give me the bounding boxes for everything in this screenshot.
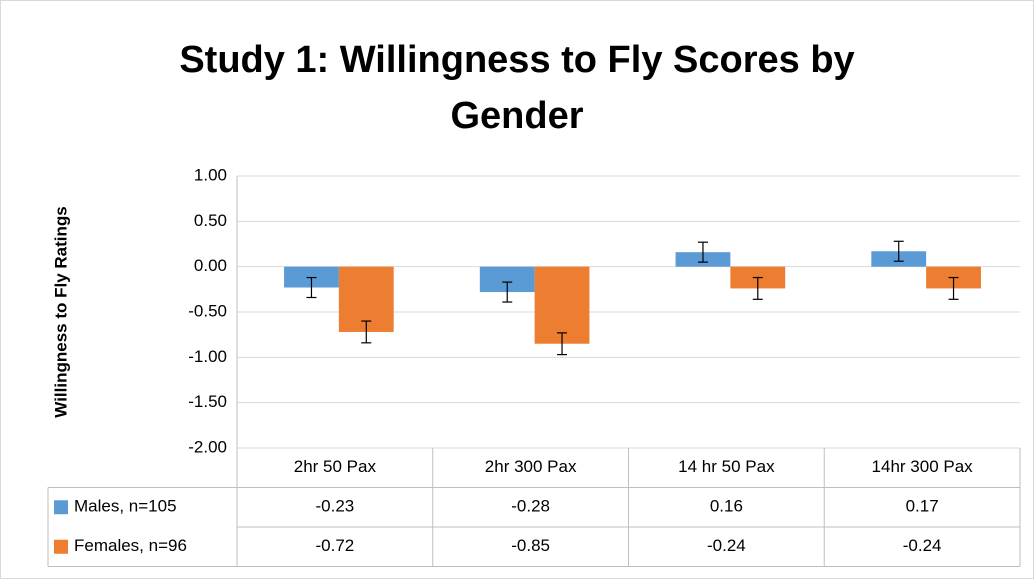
chart-title: Study 1: Willingness to Fly Scores by (179, 39, 854, 81)
y-tick-label: 1.00 (194, 165, 227, 184)
table-value: -0.23 (316, 497, 355, 516)
legend-key (54, 539, 68, 554)
chart-title: Gender (450, 95, 583, 137)
legend-label: Females, n=96 (74, 536, 187, 555)
y-tick-label: -1.00 (188, 347, 227, 366)
legend-key (54, 500, 68, 515)
table-value: 0.16 (710, 497, 743, 516)
y-tick-label: -0.50 (188, 301, 227, 320)
table-value: -0.24 (903, 536, 942, 555)
table-value: -0.85 (511, 536, 550, 555)
table-value: 0.17 (906, 497, 939, 516)
x-tick-label: 2hr 300 Pax (485, 457, 577, 476)
table-value: -0.24 (707, 536, 746, 555)
y-tick-label: 0.00 (194, 256, 227, 275)
table-value: -0.72 (316, 536, 355, 555)
bar (534, 266, 590, 344)
x-tick-label: 14 hr 50 Pax (678, 457, 775, 476)
y-tick-label: 0.50 (194, 211, 227, 230)
x-tick-label: 2hr 50 Pax (294, 457, 377, 476)
y-tick-label: -2.00 (188, 437, 227, 456)
table-value: -0.28 (511, 497, 550, 516)
y-axis-title: Willingness to Fly Ratings (51, 206, 70, 417)
legend-label: Males, n=105 (74, 497, 177, 516)
y-tick-label: -1.50 (188, 392, 227, 411)
x-tick-label: 14hr 300 Pax (872, 457, 974, 476)
